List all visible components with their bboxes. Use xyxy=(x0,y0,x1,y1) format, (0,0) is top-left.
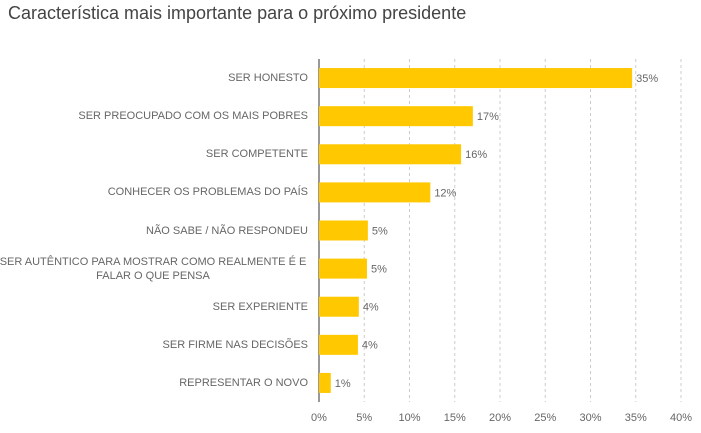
x-tick-label: 25% xyxy=(534,412,556,424)
category-label: NÃO SABE / NÃO RESPONDEU xyxy=(146,224,308,237)
bar xyxy=(319,220,368,241)
value-label: 16% xyxy=(465,149,487,161)
value-label: 4% xyxy=(362,340,378,352)
category-label-box: SER HONESTO xyxy=(0,71,308,85)
bar xyxy=(319,372,331,393)
category-label: SER EXPERIENTE xyxy=(212,300,308,313)
value-label: 5% xyxy=(371,264,387,276)
chart-title: Característica mais importante para o pr… xyxy=(8,3,467,23)
value-label: 5% xyxy=(372,225,388,237)
bar xyxy=(319,68,633,89)
category-label-box: SER PREOCUPADO COM OS MAIS POBRES xyxy=(0,109,308,123)
category-label-box: SER COMPETENTE xyxy=(0,147,308,161)
category-label-box: SER EXPERIENTE xyxy=(0,300,308,314)
bar xyxy=(319,258,367,279)
category-label: SER HONESTO xyxy=(228,72,308,85)
category-label: SER PREOCUPADO COM OS MAIS POBRES xyxy=(78,110,308,123)
category-label: REPRESENTAR O NOVO xyxy=(179,376,308,389)
category-label: SER FIRME NAS DECISÕES xyxy=(162,338,308,351)
x-tick-label: 0% xyxy=(311,412,327,424)
x-tick-label: 40% xyxy=(670,412,692,424)
x-tick-label: 35% xyxy=(625,412,647,424)
category-label: SER COMPETENTE xyxy=(205,148,308,161)
category-label-box: REPRESENTAR O NOVO xyxy=(0,376,308,390)
bar xyxy=(319,106,473,127)
value-label: 1% xyxy=(335,378,351,390)
x-tick-label: 20% xyxy=(489,412,511,424)
category-label-box: NÃO SABE / NÃO RESPONDEU xyxy=(0,224,308,238)
bar xyxy=(319,296,359,317)
bar xyxy=(319,182,431,203)
value-label: 35% xyxy=(636,73,658,85)
x-tick-label: 30% xyxy=(579,412,601,424)
value-label: 12% xyxy=(434,187,456,199)
category-label-box: CONHECER OS PROBLEMAS DO PAÍS xyxy=(0,185,308,199)
value-label: 17% xyxy=(477,111,499,123)
x-tick-label: 10% xyxy=(398,412,420,424)
category-label: SER AUTÊNTICO PARA MOSTRAR COMO REALMENT… xyxy=(0,255,307,282)
value-label: 4% xyxy=(363,302,379,314)
x-tick-label: 15% xyxy=(444,412,466,424)
category-label-box: SER FIRME NAS DECISÕES xyxy=(0,338,308,352)
category-label: CONHECER OS PROBLEMAS DO PAÍS xyxy=(107,186,308,199)
bar xyxy=(319,334,358,355)
x-tick-label: 5% xyxy=(356,412,372,424)
bar xyxy=(319,144,462,165)
category-label-box: SER AUTÊNTICO PARA MOSTRAR COMO REALMENT… xyxy=(0,255,308,283)
